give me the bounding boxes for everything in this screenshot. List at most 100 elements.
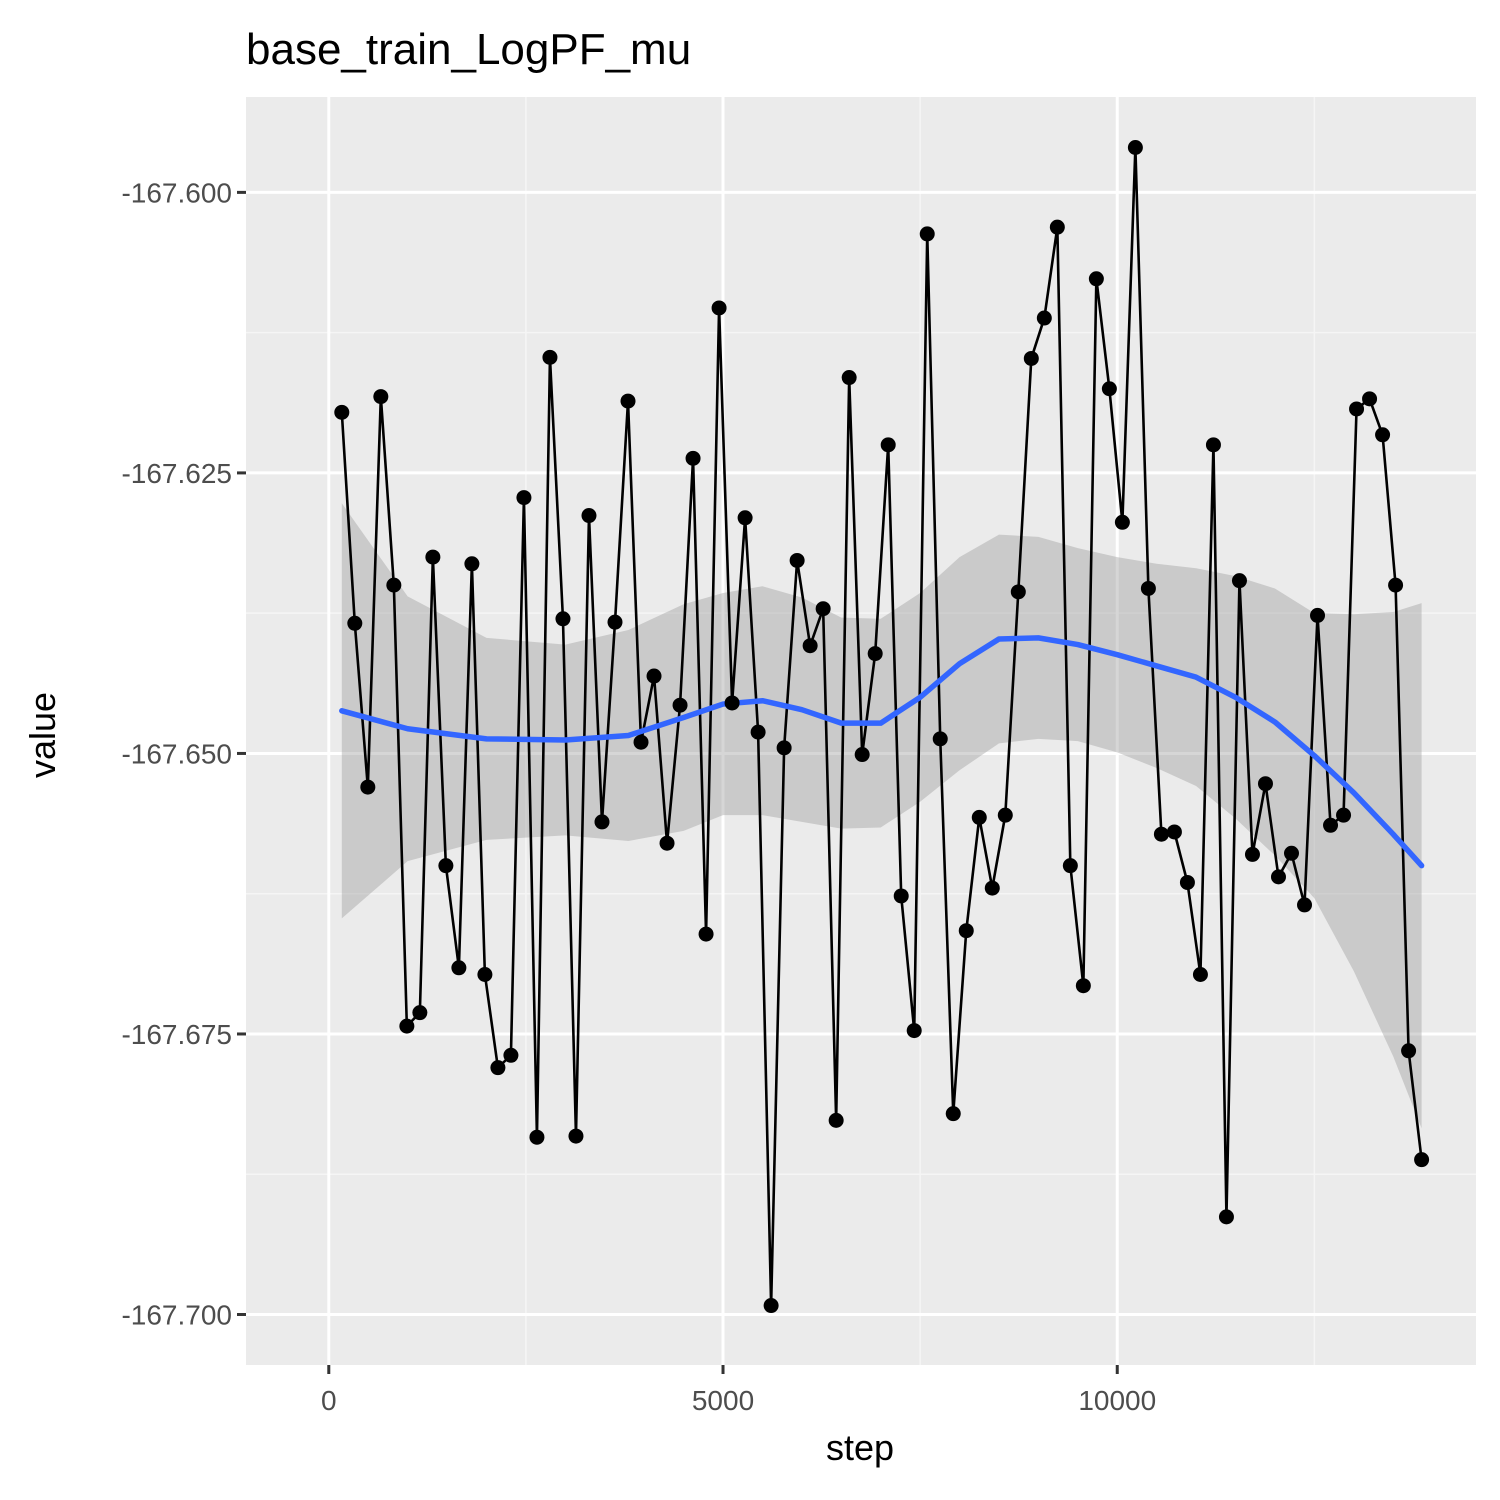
data-point bbox=[711, 300, 727, 316]
data-point bbox=[984, 880, 1000, 896]
data-point bbox=[1257, 776, 1273, 792]
data-point bbox=[1218, 1209, 1234, 1225]
data-point bbox=[880, 437, 896, 453]
data-point bbox=[464, 556, 480, 572]
data-point bbox=[399, 1018, 415, 1034]
data-point bbox=[373, 389, 389, 405]
data-point bbox=[763, 1298, 779, 1314]
data-point bbox=[672, 697, 688, 713]
data-point bbox=[1140, 580, 1156, 596]
data-point bbox=[1323, 817, 1339, 833]
data-point bbox=[1336, 807, 1352, 823]
grid-lines bbox=[246, 97, 1476, 1365]
data-point bbox=[477, 967, 493, 982]
data-point bbox=[516, 490, 532, 506]
data-point bbox=[776, 740, 792, 756]
data-point bbox=[646, 668, 662, 684]
data-point bbox=[945, 1106, 961, 1122]
data-point bbox=[529, 1129, 545, 1145]
data-point bbox=[737, 510, 753, 526]
data-point bbox=[633, 734, 649, 750]
data-point bbox=[1036, 310, 1052, 326]
data-point bbox=[789, 552, 805, 568]
data-point bbox=[386, 577, 402, 593]
data-point bbox=[1166, 824, 1182, 840]
data-point bbox=[1049, 219, 1065, 235]
data-point bbox=[620, 393, 636, 409]
data-point bbox=[1401, 1043, 1417, 1059]
data-point bbox=[1153, 826, 1169, 842]
data-point bbox=[802, 638, 818, 654]
data-point bbox=[1101, 381, 1117, 397]
data-point bbox=[1127, 140, 1143, 155]
data-point bbox=[503, 1047, 519, 1063]
data-point bbox=[997, 807, 1013, 823]
y-tick-label: -167.625 bbox=[121, 458, 232, 489]
data-point bbox=[607, 614, 623, 630]
data-point bbox=[867, 646, 883, 662]
data-point bbox=[1388, 577, 1404, 593]
data-point bbox=[347, 615, 363, 631]
data-point bbox=[841, 370, 857, 386]
data-point bbox=[919, 226, 935, 242]
x-tick-label: 10000 bbox=[1078, 1385, 1156, 1416]
data-point bbox=[815, 601, 831, 617]
y-tick-label: -167.675 bbox=[121, 1019, 232, 1050]
data-point bbox=[1375, 427, 1391, 443]
x-tick-label: 5000 bbox=[692, 1385, 754, 1416]
data-point bbox=[1179, 874, 1195, 890]
data-point bbox=[659, 835, 675, 851]
data-point bbox=[1270, 869, 1286, 885]
data-point bbox=[685, 450, 701, 466]
chart-title: base_train_LogPF_mu bbox=[246, 25, 691, 74]
data-point bbox=[360, 779, 376, 795]
data-point bbox=[1062, 858, 1078, 874]
data-series bbox=[340, 146, 1423, 1307]
smooth-trend bbox=[339, 635, 1425, 869]
data-point bbox=[1114, 514, 1130, 530]
x-axis-title: step bbox=[826, 1427, 894, 1468]
data-point bbox=[412, 1005, 428, 1021]
y-axis-title: value bbox=[22, 692, 63, 778]
data-point bbox=[750, 724, 766, 740]
data-point bbox=[1349, 401, 1365, 417]
smooth-line bbox=[339, 635, 1425, 869]
data-point bbox=[958, 923, 974, 939]
data-point bbox=[698, 926, 714, 942]
data-point bbox=[334, 404, 350, 420]
data-point bbox=[568, 1128, 584, 1144]
data-point bbox=[854, 747, 870, 763]
data-point bbox=[451, 960, 467, 976]
data-point bbox=[893, 888, 909, 904]
data-point bbox=[1244, 846, 1260, 862]
data-point bbox=[1231, 573, 1247, 589]
data-point bbox=[594, 814, 610, 830]
data-point bbox=[425, 549, 441, 565]
x-tick-label: 0 bbox=[321, 1385, 337, 1416]
data-point bbox=[1205, 437, 1221, 453]
data-point bbox=[971, 809, 987, 825]
data-point bbox=[581, 508, 597, 524]
data-point bbox=[1075, 978, 1091, 994]
data-point bbox=[906, 1023, 922, 1039]
data-point bbox=[1310, 607, 1326, 623]
data-point bbox=[932, 731, 948, 747]
data-point bbox=[1284, 845, 1299, 861]
data-point bbox=[1010, 584, 1026, 600]
data-point bbox=[438, 858, 454, 874]
data-point bbox=[1088, 271, 1104, 287]
axes: 0 5000 10000 -167.600 -167.625 -167.650 -167.6… bbox=[121, 177, 1156, 1416]
data-point bbox=[828, 1112, 844, 1128]
data-point bbox=[1414, 1152, 1430, 1168]
data-point bbox=[724, 695, 740, 711]
y-tick-label: -167.650 bbox=[121, 738, 232, 769]
data-point bbox=[490, 1060, 506, 1076]
data-point bbox=[555, 611, 571, 627]
data-point bbox=[1192, 967, 1208, 982]
data-point bbox=[1297, 897, 1313, 913]
data-point bbox=[1023, 350, 1039, 366]
y-tick-label: -167.600 bbox=[121, 177, 232, 208]
data-points bbox=[334, 140, 1430, 1314]
